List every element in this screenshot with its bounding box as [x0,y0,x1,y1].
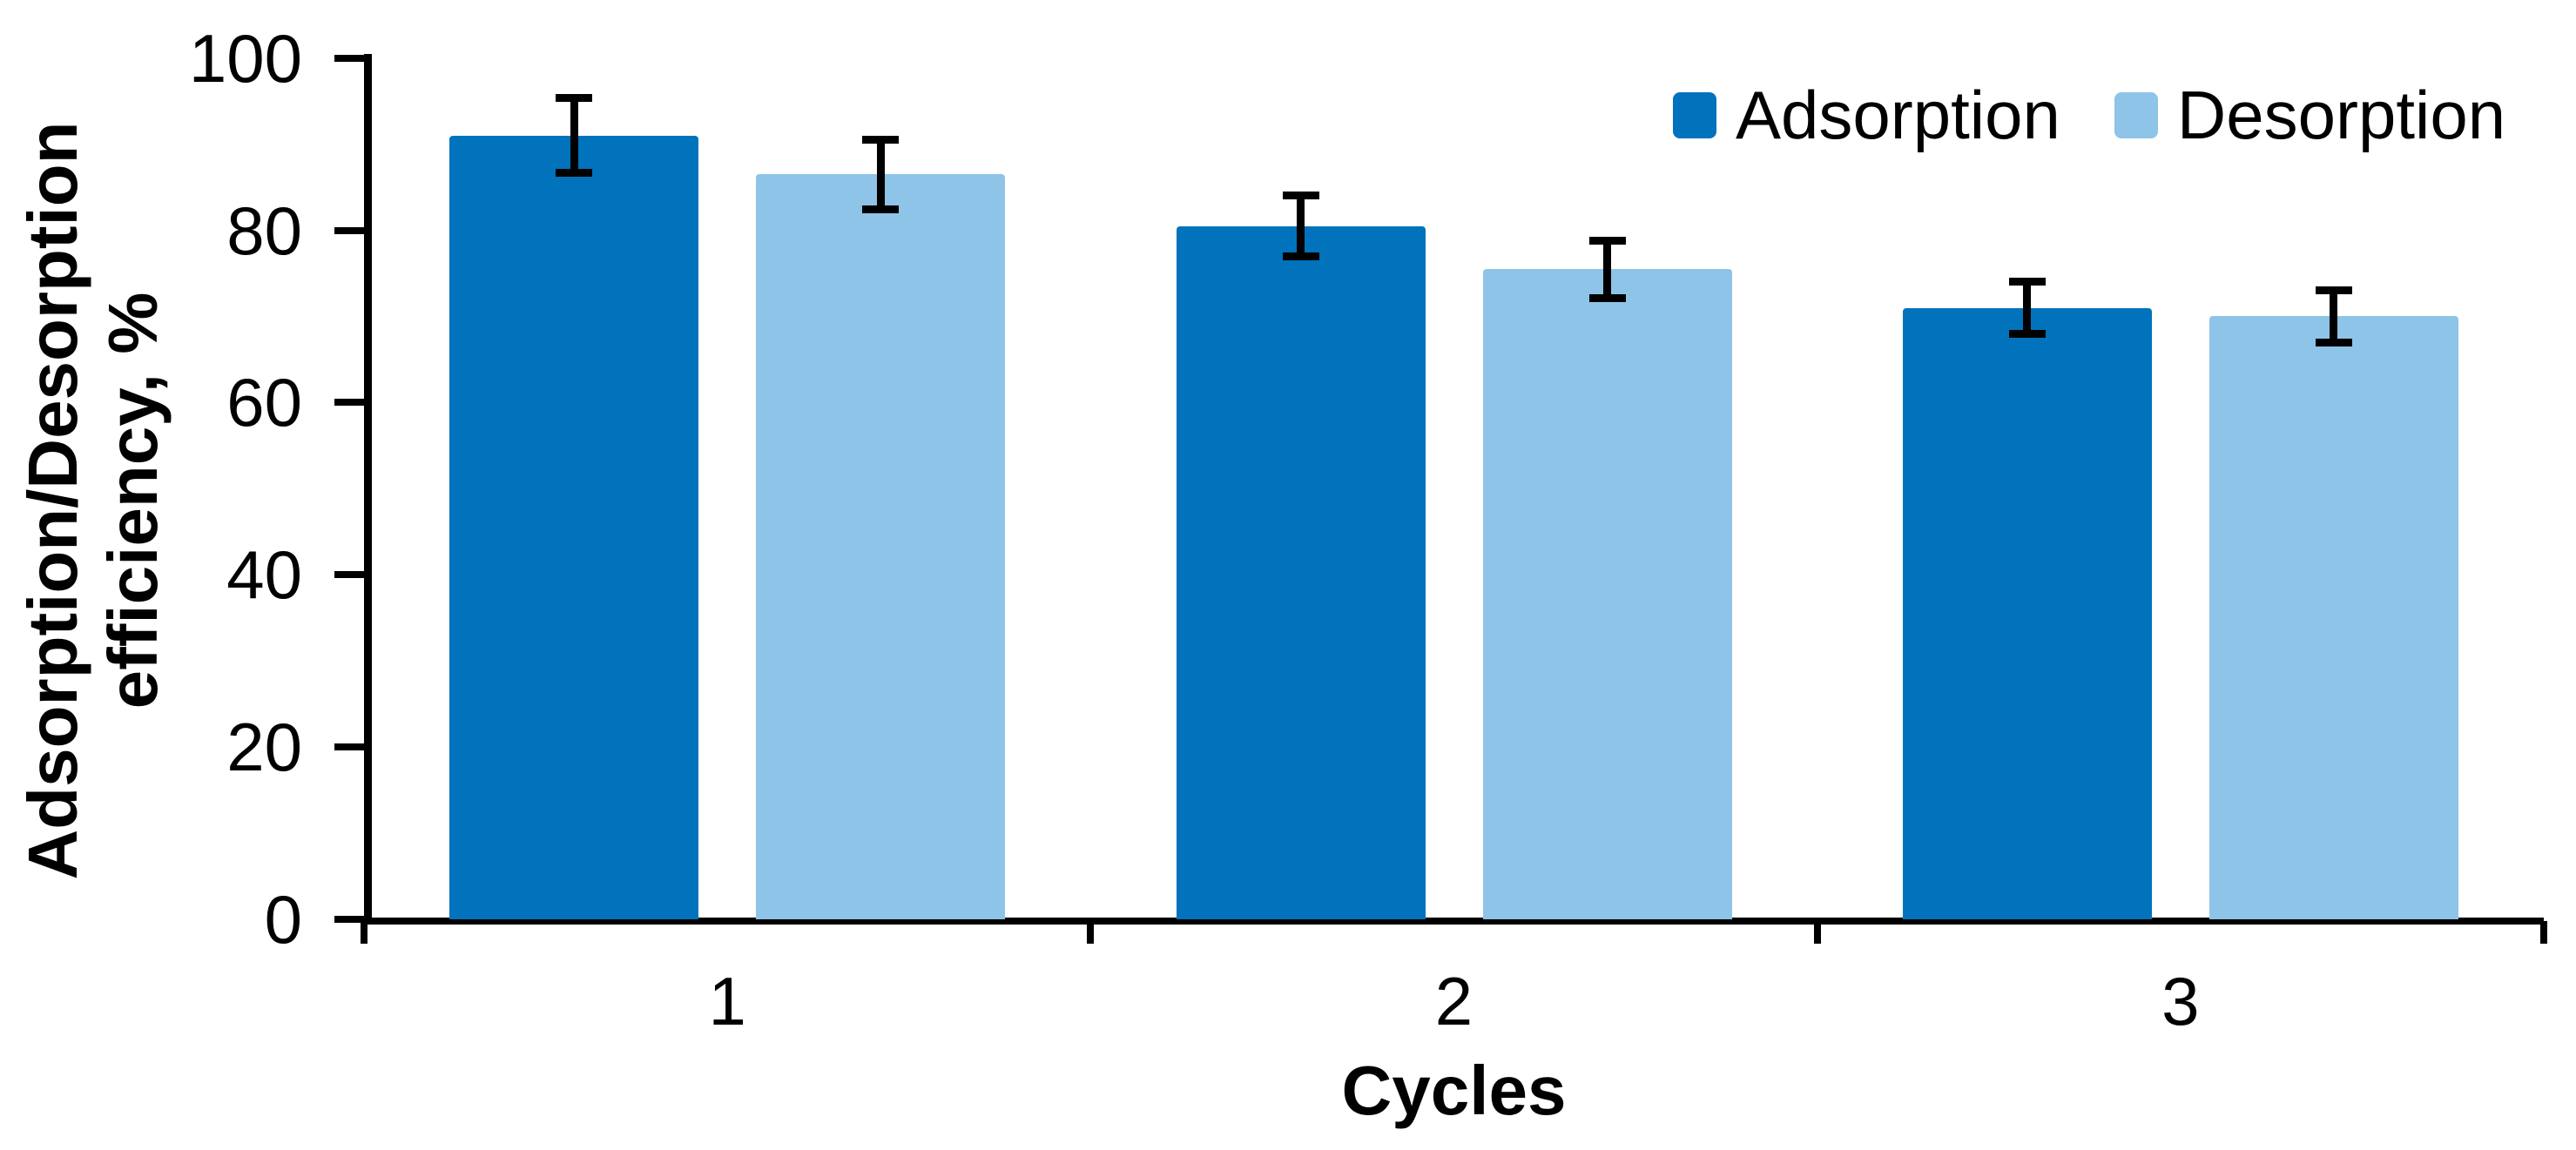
y-axis-tick [334,54,364,62]
legend-item-adsorption: Adsorption [1673,71,2060,158]
error-bar-top-cap [556,94,593,103]
x-axis-tick [1813,921,1821,944]
legend-label-desorption: Desorption [2176,77,2506,153]
adsorption-swatch-icon [1673,91,1716,138]
bar-adsorption-cycle-1 [449,135,699,919]
error-bar-bottom-cap [2315,339,2352,347]
legend-label-adsorption: Adsorption [1736,77,2060,153]
error-bar-bottom-cap [862,205,900,213]
y-axis-line [364,54,372,925]
y-tick-label: 0 [264,880,302,958]
y-tick-label: 100 [188,19,302,97]
error-bar-adsorption-cycle-3 [2008,277,2046,339]
x-category-label: 3 [2161,963,2200,1039]
y-tick-label: 40 [226,536,302,614]
error-bar-desorption-cycle-3 [2315,286,2352,347]
error-bar-top-cap [2008,277,2046,286]
bar-adsorption-cycle-2 [1176,225,1426,919]
error-bar-stem [570,94,578,178]
error-bar-stem [2023,277,2032,339]
bar-desorption-cycle-2 [1482,269,1732,919]
legend-item-desorption: Desorption [2114,71,2505,158]
error-bar-bottom-cap [1282,252,1319,261]
error-bar-stem [1603,236,1611,302]
error-bar-stem [2330,286,2338,347]
desorption-swatch-icon [2114,91,2158,138]
bar-desorption-cycle-3 [2208,316,2458,919]
y-axis-tick [334,226,364,234]
error-bar-top-cap [1588,236,1626,245]
x-axis-tick [361,921,368,944]
error-bar-bottom-cap [1588,293,1626,302]
x-axis-tick [2540,921,2547,944]
y-tick-label: 60 [226,364,302,441]
x-axis-line [364,918,2544,925]
error-bar-bottom-cap [2008,330,2046,339]
error-bar-top-cap [862,135,900,144]
y-axis-tick [334,743,364,750]
y-axis-tick [334,915,364,923]
error-bar-top-cap [1282,192,1319,200]
y-axis-tick [334,571,364,579]
y-tick-label: 80 [226,192,302,269]
x-axis-title: Cycles [1341,1052,1567,1129]
bar-adsorption-cycle-3 [1902,307,2152,919]
x-category-label: 2 [1434,963,1473,1039]
legend: Adsorption Desorption [1673,71,2505,158]
error-bar-desorption-cycle-1 [862,135,900,213]
x-axis-tick [1087,921,1095,944]
error-bar-adsorption-cycle-2 [1282,192,1319,261]
error-bar-stem [1297,192,1305,261]
error-bar-desorption-cycle-2 [1588,236,1626,302]
error-bar-top-cap [2315,286,2352,294]
y-tick-label: 20 [226,708,302,785]
bar-desorption-cycle-1 [756,174,1006,919]
y-axis-title: Adsorption/Desorption efficiency, % [14,121,172,880]
error-bar-bottom-cap [556,169,593,178]
x-category-label: 1 [708,963,746,1039]
error-bar-stem [876,135,885,213]
error-bar-adsorption-cycle-1 [556,94,593,178]
y-axis-tick [334,399,364,407]
